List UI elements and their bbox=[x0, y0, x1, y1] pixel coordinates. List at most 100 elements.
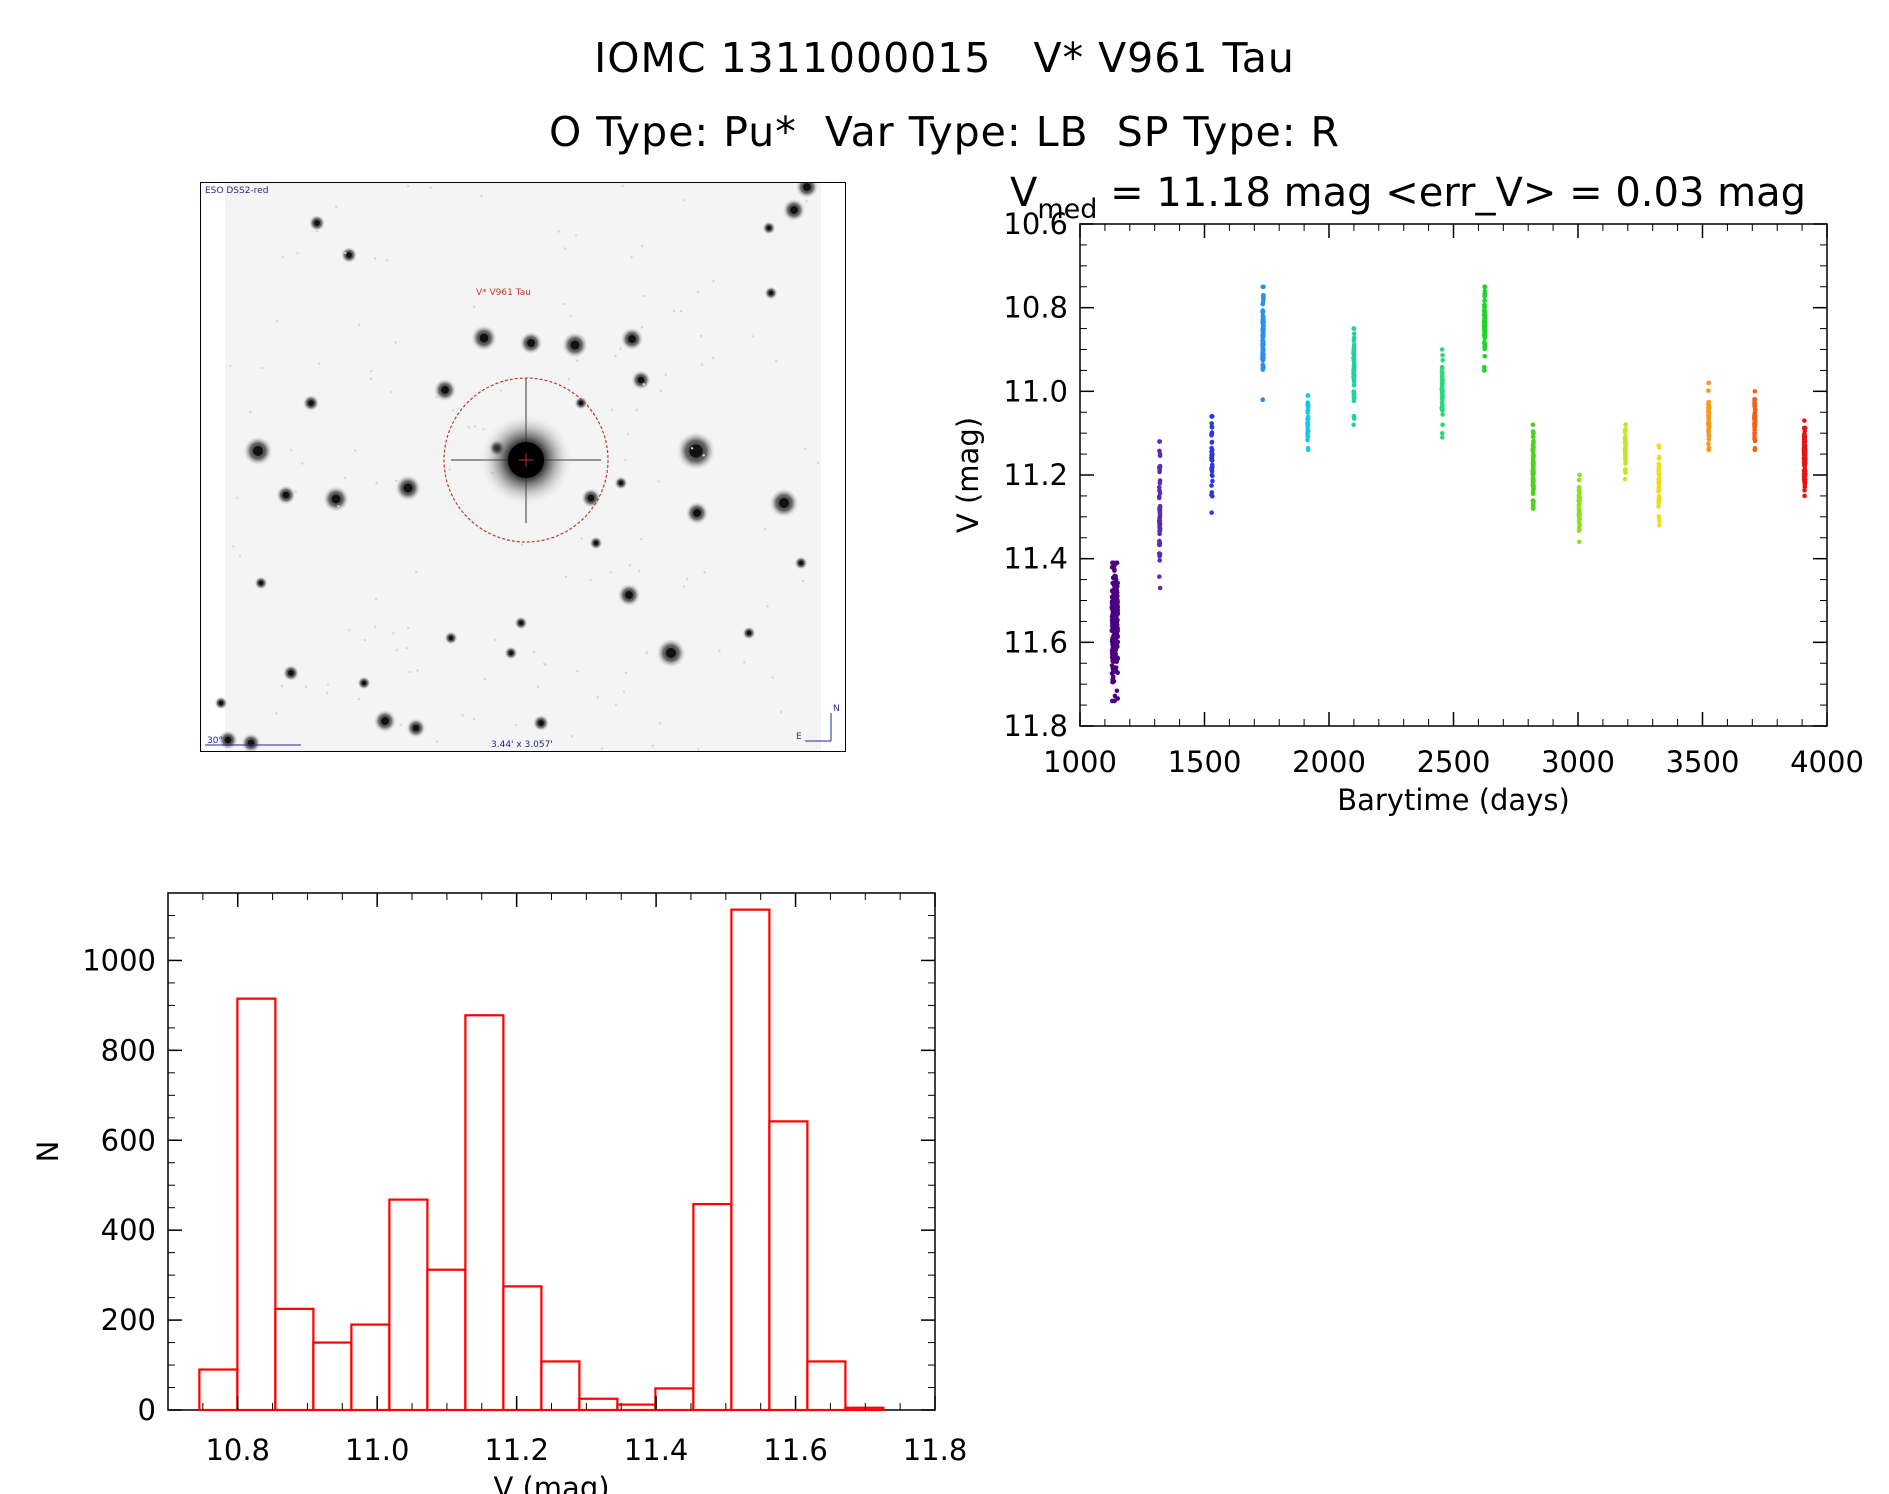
field-star-core bbox=[693, 509, 701, 517]
noise-dot bbox=[304, 685, 308, 689]
lc-point bbox=[1482, 330, 1488, 336]
lc-point bbox=[1112, 585, 1118, 591]
lc-point bbox=[1577, 472, 1582, 478]
lc-point bbox=[1440, 388, 1445, 394]
lc-point bbox=[1577, 516, 1582, 521]
lc-point bbox=[1157, 538, 1162, 544]
lc-point bbox=[1110, 623, 1115, 629]
lc-x-tick-label: 4000 bbox=[1790, 745, 1864, 779]
noise-dot bbox=[238, 554, 242, 557]
lc-point bbox=[1530, 433, 1536, 439]
lc-point bbox=[1801, 472, 1807, 478]
compass: N E bbox=[796, 704, 840, 742]
lc-point bbox=[1752, 434, 1757, 439]
lc-point bbox=[1439, 394, 1445, 400]
lc-point bbox=[1111, 637, 1117, 643]
field-star-core bbox=[508, 650, 514, 656]
lc-point bbox=[1802, 471, 1808, 477]
noise-dot bbox=[357, 323, 361, 326]
lc-point bbox=[1482, 304, 1487, 310]
lc-point bbox=[1802, 432, 1807, 437]
lc-point bbox=[1112, 613, 1118, 619]
lc-point bbox=[1113, 633, 1119, 639]
lc-point bbox=[1530, 480, 1536, 485]
noise-dot bbox=[626, 433, 630, 436]
lc-point bbox=[1656, 443, 1662, 449]
lc-point bbox=[1157, 553, 1163, 558]
noise-dot bbox=[394, 341, 397, 344]
lc-point bbox=[1802, 459, 1808, 465]
lc-point bbox=[1111, 626, 1116, 632]
lc-point bbox=[1482, 298, 1487, 303]
hist-bar bbox=[768, 1120, 809, 1412]
lc-point bbox=[1576, 508, 1582, 514]
lc-point bbox=[1706, 422, 1711, 427]
compass-north-label: N bbox=[833, 704, 840, 714]
noise-dot bbox=[392, 632, 395, 635]
lc-point bbox=[1656, 443, 1662, 449]
noise-dot bbox=[406, 626, 410, 630]
lc-point bbox=[1351, 373, 1357, 379]
lc-point bbox=[1157, 525, 1163, 531]
lc-point bbox=[1706, 406, 1711, 412]
lc-point bbox=[1482, 317, 1487, 323]
lc-point bbox=[1157, 518, 1162, 523]
lc-point bbox=[1706, 424, 1712, 430]
lc-point bbox=[1305, 421, 1310, 427]
lc-point bbox=[1530, 455, 1536, 460]
lc-point bbox=[1706, 413, 1711, 418]
lc-x-tick-label: 3000 bbox=[1541, 745, 1615, 779]
lc-point bbox=[1440, 393, 1445, 398]
lc-point bbox=[1351, 362, 1357, 367]
noise-dot bbox=[575, 359, 579, 362]
lc-point bbox=[1209, 414, 1215, 419]
lc-point bbox=[1656, 461, 1661, 467]
lc-point bbox=[1115, 604, 1120, 609]
target-label: V* V961 Tau bbox=[476, 288, 531, 298]
lc-point bbox=[1577, 495, 1582, 501]
lc-point bbox=[1260, 313, 1266, 319]
lc-point bbox=[1109, 604, 1115, 610]
lc-point bbox=[1576, 493, 1582, 498]
lc-point bbox=[1530, 479, 1536, 485]
lc-point bbox=[1577, 512, 1582, 517]
lc-point bbox=[1351, 353, 1357, 359]
lc-point bbox=[1481, 312, 1487, 317]
lc-point bbox=[1351, 326, 1357, 331]
noise-dot bbox=[640, 537, 643, 541]
noise-dot bbox=[567, 378, 571, 381]
noise-dot bbox=[435, 740, 439, 743]
lc-point bbox=[1109, 601, 1115, 606]
noise-dot bbox=[532, 651, 536, 654]
lc-point bbox=[1531, 470, 1536, 475]
lc-point bbox=[1157, 515, 1162, 520]
lc-point bbox=[1482, 314, 1488, 320]
lc-point bbox=[1114, 642, 1120, 647]
lc-point bbox=[1801, 471, 1807, 477]
hist-bar bbox=[616, 1403, 657, 1412]
lc-point bbox=[1113, 622, 1119, 628]
noise-dot bbox=[702, 454, 705, 457]
lc-point bbox=[1752, 419, 1758, 425]
lc-point bbox=[1305, 393, 1311, 398]
lc-point bbox=[1752, 430, 1757, 436]
hist-bar bbox=[198, 1368, 239, 1412]
lc-point bbox=[1530, 422, 1536, 428]
lc-point bbox=[1576, 512, 1582, 518]
lc-point bbox=[1112, 597, 1118, 603]
field-star-core bbox=[308, 400, 314, 406]
lc-point bbox=[1112, 596, 1118, 602]
lc-point bbox=[1157, 525, 1163, 531]
lc-point bbox=[1530, 443, 1536, 448]
lc-cluster bbox=[1439, 347, 1445, 440]
lc-point bbox=[1656, 478, 1662, 483]
hist-x-tick-label: 10.8 bbox=[205, 1433, 270, 1467]
lc-point bbox=[1305, 408, 1311, 413]
lc-point bbox=[1482, 317, 1487, 323]
lc-point bbox=[1112, 614, 1117, 620]
lc-plot-frame bbox=[1079, 223, 1828, 727]
lc-point bbox=[1752, 421, 1757, 427]
noise-dot bbox=[451, 409, 455, 412]
lc-point bbox=[1351, 342, 1357, 347]
lc-point bbox=[1209, 439, 1215, 445]
